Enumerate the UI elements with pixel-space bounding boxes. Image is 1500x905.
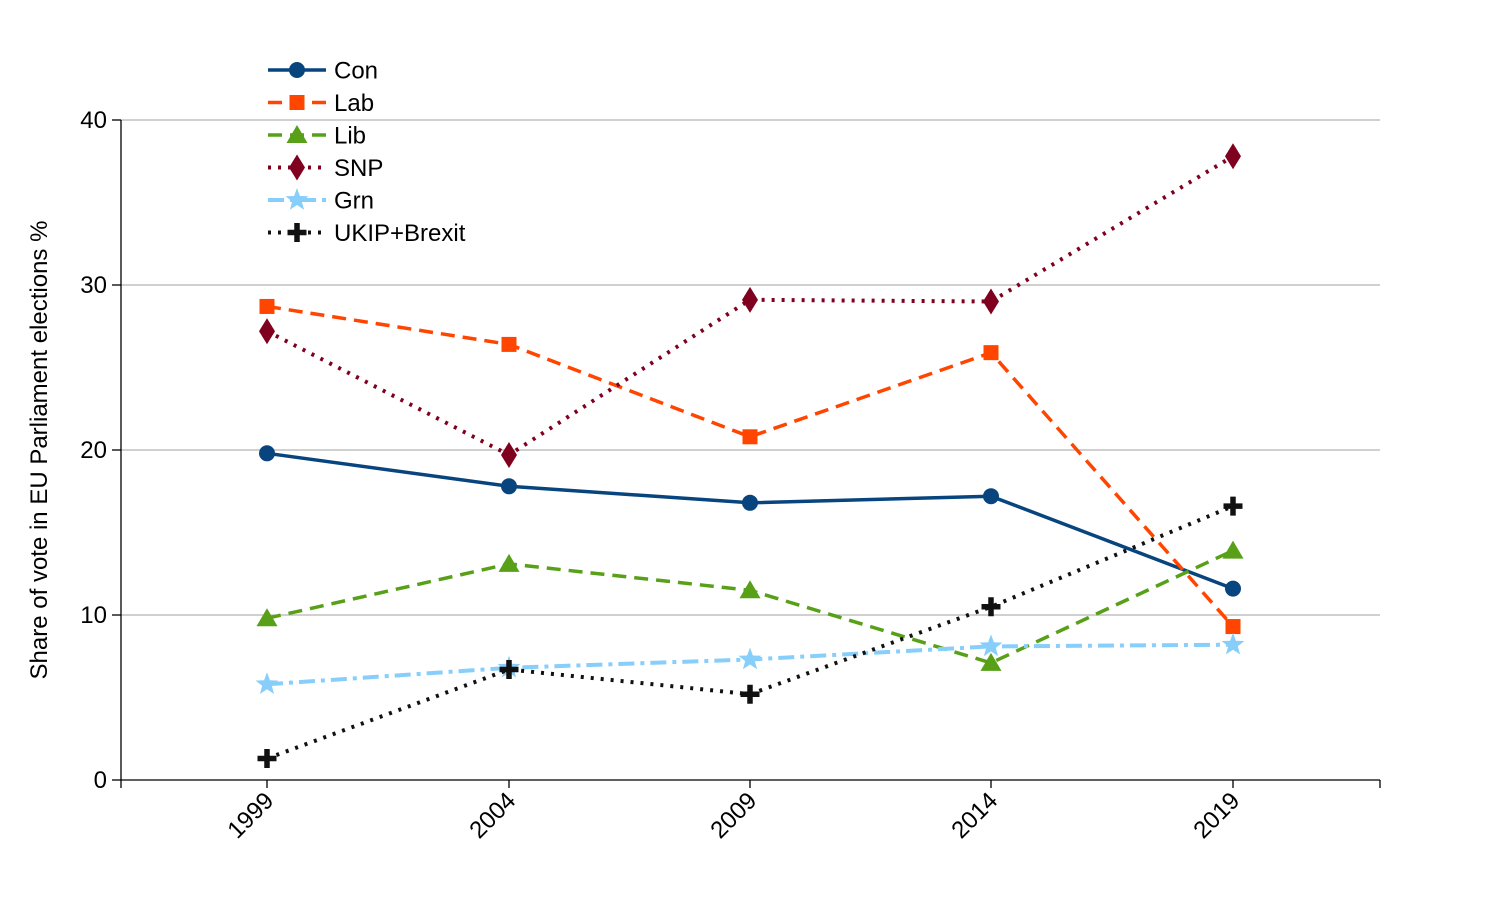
data-point-lib	[256, 608, 278, 627]
series-line-lab	[266, 304, 1235, 628]
legend-label: UKIP+Brexit	[334, 220, 466, 247]
legend-item-snp: SNP	[268, 154, 383, 182]
data-point-con	[259, 445, 275, 462]
data-point-con	[742, 494, 758, 511]
series-con	[259, 445, 1241, 597]
data-point-grn	[738, 647, 762, 670]
data-point-con	[1225, 580, 1241, 597]
data-point-grn	[255, 672, 279, 694]
legend-label: Lab	[334, 90, 374, 117]
data-point-snp	[742, 286, 758, 313]
data-point-snp	[983, 288, 999, 315]
legend-label: SNP	[334, 155, 383, 182]
gridlines	[121, 119, 1380, 616]
y-tick-label: 30	[80, 272, 107, 299]
data-point-lab	[983, 345, 999, 361]
legend: Con Lab Lib SNP Grn UKIP+Brexit	[268, 58, 466, 247]
y-tick-label: 0	[94, 767, 107, 794]
data-point-lab	[501, 336, 517, 352]
series-line-ukip-brexit	[266, 504, 1234, 761]
legend-item-lab: Lab	[268, 90, 374, 117]
series-snp	[259, 143, 1241, 468]
data-point-lib	[498, 553, 520, 572]
legend-swatch-marker	[289, 62, 305, 78]
legend-label: Lib	[334, 123, 366, 150]
data-point-snp	[501, 441, 517, 468]
data-point-ukip-brexit	[1223, 496, 1243, 516]
legend-label: Grn	[334, 188, 374, 215]
data-point-ukip-brexit	[981, 597, 1001, 617]
legend-item-ukip-brexit: UKIP+Brexit	[268, 220, 466, 247]
data-point-grn	[979, 634, 1003, 657]
data-point-lib	[980, 652, 1002, 671]
data-point-con	[501, 478, 517, 495]
legend-label: Con	[334, 58, 378, 85]
legend-swatch-marker	[289, 154, 305, 181]
x-tick-label: 2014	[946, 787, 1003, 844]
series-lab	[259, 298, 1241, 635]
y-tick-label: 40	[80, 107, 107, 134]
data-point-snp	[259, 318, 275, 345]
data-point-ukip-brexit	[740, 684, 760, 704]
series-lines	[255, 143, 1245, 769]
data-point-lib	[1222, 540, 1244, 559]
axes: 0 10 20 30 40 1999 2004 2009 2014 2019	[80, 107, 1381, 844]
data-point-snp	[1225, 143, 1241, 170]
legend-item-lib: Lib	[268, 123, 366, 150]
x-tick-label: 2019	[1188, 787, 1245, 844]
legend-item-grn: Grn	[268, 188, 374, 215]
y-tick-label: 20	[80, 437, 107, 464]
data-point-lib	[739, 580, 761, 599]
y-tick-label: 10	[80, 602, 107, 629]
data-point-grn	[1221, 632, 1245, 655]
legend-swatch-marker	[287, 223, 307, 242]
data-point-lab	[1225, 619, 1241, 635]
series-line-snp	[266, 154, 1235, 457]
legend-swatch-marker	[285, 188, 309, 210]
data-point-con	[983, 488, 999, 505]
data-point-ukip-brexit	[499, 659, 519, 679]
x-tick-label: 2009	[705, 787, 762, 844]
x-tick-label: 2004	[464, 787, 521, 844]
data-point-lab	[259, 298, 275, 314]
legend-swatch-marker	[289, 95, 305, 110]
x-tick-label: 1999	[222, 787, 279, 844]
y-axis-title: Share of vote in EU Parliament elections…	[26, 221, 53, 680]
series-lib	[256, 540, 1244, 671]
data-point-lab	[742, 429, 758, 445]
legend-swatch-marker	[286, 125, 308, 143]
series-ukip-brexit	[257, 496, 1243, 769]
legend-item-con: Con	[268, 58, 378, 85]
data-point-ukip-brexit	[257, 749, 277, 769]
